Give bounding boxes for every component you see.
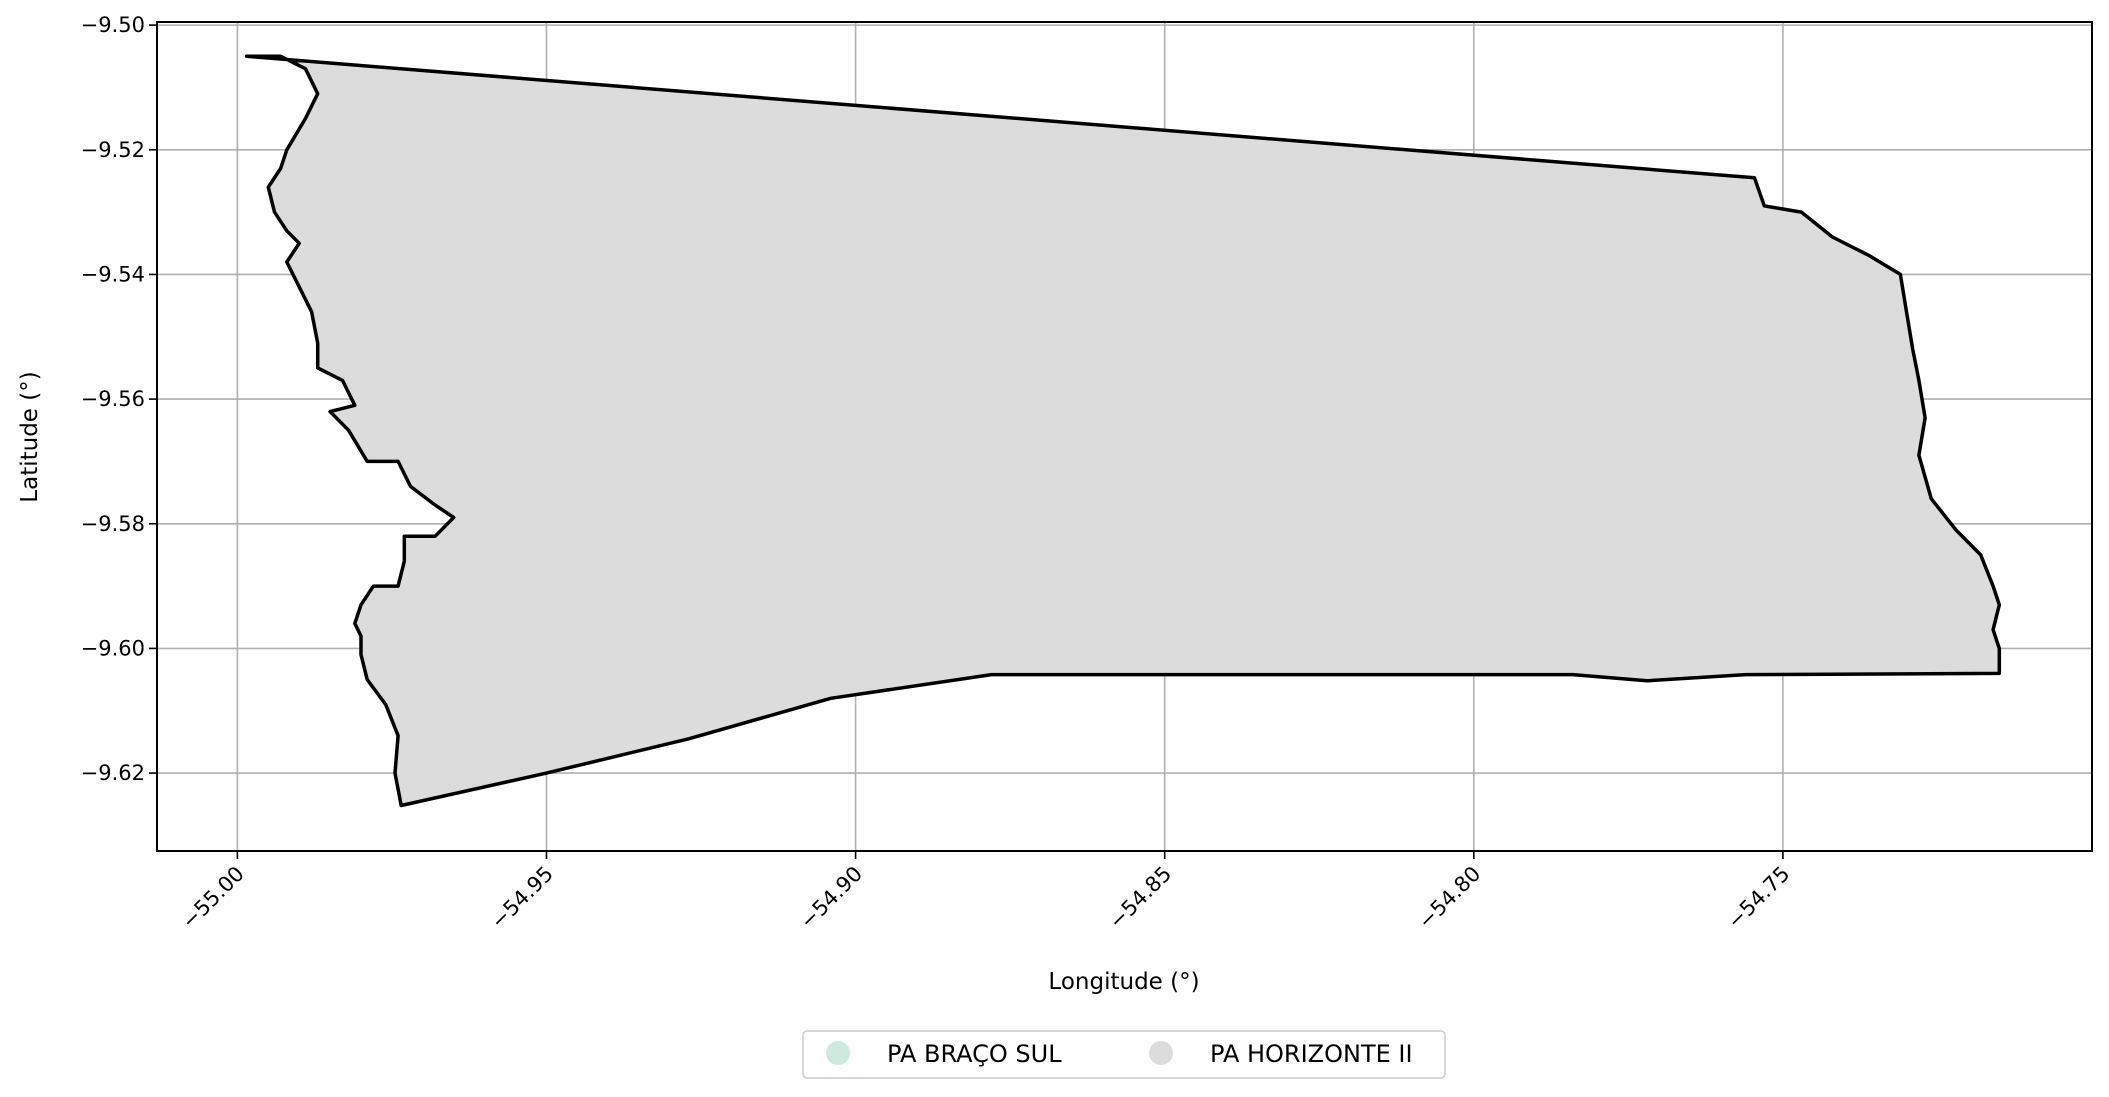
y-tick-label-3: −9.56 (81, 387, 145, 411)
x-axis-ticks: −55.00 −54.95 −54.90 −54.85 −54.80 −54.75 (177, 851, 1794, 933)
x-tick-label-3: −54.85 (1104, 862, 1176, 934)
y-tick-label-6: −9.62 (81, 761, 145, 785)
legend-label-horizonte-ii: PA HORIZONTE II (1210, 1040, 1413, 1068)
y-tick-label-0: −9.50 (81, 13, 145, 37)
y-axis-label: Latitude (°) (17, 371, 43, 502)
x-tick-label-4: −54.80 (1413, 862, 1485, 934)
legend-frame (802, 1030, 1446, 1079)
x-tick-label-0: −55.00 (177, 862, 249, 934)
legend: PA BRAÇO SUL PA HORIZONTE II (802, 1030, 1446, 1079)
map-area-0 (244, 54, 2002, 808)
x-tick-label-1: −54.95 (486, 862, 558, 934)
x-axis-label: Longitude (°) (1048, 969, 1199, 995)
x-tick-label-5: −54.75 (1723, 862, 1795, 934)
map-areas (244, 54, 2002, 808)
y-axis-ticks: −9.50 −9.52 −9.54 −9.56 −9.58 −9.60 −9.62 (81, 13, 157, 785)
legend-marker-horizonte-ii (1149, 1041, 1173, 1065)
legend-marker-braco-sul (826, 1041, 850, 1065)
legend-label-braco-sul: PA BRAÇO SUL (887, 1040, 1062, 1068)
y-tick-label-4: −9.58 (81, 512, 145, 536)
x-tick-label-2: −54.90 (795, 862, 867, 934)
y-tick-label-2: −9.54 (81, 262, 145, 286)
plot-frame (156, 21, 2093, 852)
y-tick-label-5: −9.60 (81, 636, 145, 660)
y-tick-label-1: −9.52 (81, 138, 145, 162)
